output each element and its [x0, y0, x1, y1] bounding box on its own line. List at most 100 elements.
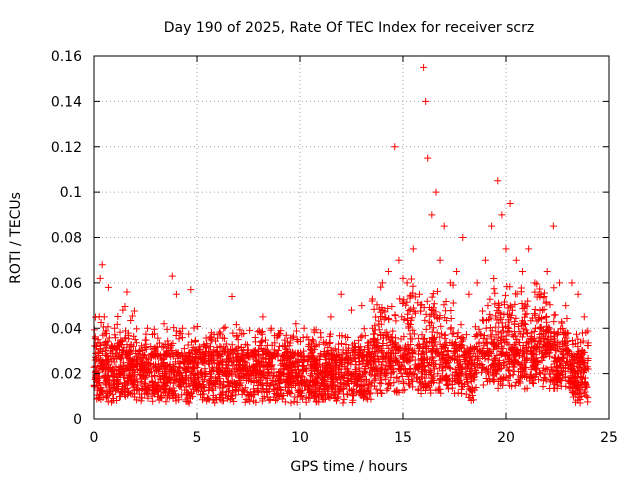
data-point: [519, 330, 527, 338]
x-axis-title: GPS time / hours: [290, 459, 407, 475]
data-point: [500, 300, 508, 308]
data-point: [409, 282, 417, 290]
data-point: [98, 261, 106, 269]
data-point: [422, 325, 430, 333]
data-point: [185, 399, 193, 407]
data-point: [496, 348, 504, 356]
data-point: [223, 388, 231, 396]
data-point: [421, 374, 429, 382]
data-point: [181, 386, 189, 394]
data-point: [522, 356, 530, 364]
data-point: [130, 307, 138, 315]
data-point: [510, 353, 518, 361]
data-point: [185, 330, 193, 338]
data-point: [335, 353, 343, 361]
data-point: [543, 268, 551, 276]
data-point: [444, 385, 452, 393]
x-tick-label: 15: [394, 430, 412, 446]
data-point: [491, 367, 499, 375]
data-point: [168, 366, 176, 374]
data-point: [138, 342, 146, 350]
data-point: [415, 334, 423, 342]
data-point: [530, 355, 538, 363]
data-point: [459, 234, 467, 241]
data-point: [192, 358, 200, 366]
data-point: [187, 286, 195, 294]
data-point: [118, 389, 126, 397]
data-point: [409, 349, 417, 357]
data-point: [482, 324, 490, 332]
data-point: [553, 374, 561, 382]
data-point: [470, 345, 478, 353]
data-point: [292, 320, 300, 328]
data-point: [398, 362, 406, 370]
y-tick-label: 0.12: [51, 140, 82, 156]
data-point: [322, 339, 330, 347]
data-point: [274, 352, 282, 360]
data-point: [313, 397, 321, 405]
y-tick-label: 0.16: [51, 49, 82, 65]
data-point: [325, 350, 333, 358]
data-point: [355, 373, 363, 381]
data-point: [540, 293, 548, 301]
data-point: [444, 374, 452, 382]
data-point: [251, 333, 259, 341]
data-point: [410, 307, 418, 315]
data-point: [128, 361, 136, 369]
data-point: [163, 361, 171, 369]
data-point: [508, 306, 516, 314]
data-point: [123, 288, 131, 296]
data-point: [486, 348, 494, 356]
data-point: [351, 355, 359, 363]
data-point: [258, 328, 266, 336]
data-point: [320, 380, 328, 388]
data-point: [307, 363, 315, 371]
data-point: [172, 327, 180, 335]
data-point: [383, 369, 391, 377]
data-point: [453, 268, 461, 276]
data-point: [352, 367, 360, 375]
data-point: [475, 338, 483, 346]
data-point: [265, 396, 273, 404]
data-point: [178, 334, 186, 342]
data-point: [114, 339, 122, 347]
data-point: [355, 364, 363, 372]
data-point: [271, 339, 279, 347]
data-point: [127, 317, 135, 325]
data-point: [144, 324, 152, 332]
data-point: [336, 373, 344, 381]
data-point: [393, 358, 401, 366]
data-point: [555, 355, 563, 363]
data-point: [441, 331, 449, 339]
data-point: [582, 381, 590, 389]
data-point: [426, 322, 434, 330]
data-point: [175, 378, 183, 386]
data-point: [475, 325, 483, 333]
data-point: [388, 303, 396, 311]
data-point: [286, 371, 294, 379]
data-point: [493, 307, 501, 315]
data-point: [91, 333, 99, 341]
data-point: [191, 346, 199, 354]
data-point: [518, 317, 526, 325]
data-point: [282, 377, 290, 385]
data-point: [422, 97, 430, 105]
data-point: [516, 339, 524, 347]
data-point: [258, 397, 266, 405]
data-point: [163, 367, 171, 375]
data-point: [408, 376, 416, 384]
data-point: [582, 329, 590, 337]
data-point: [156, 351, 164, 359]
data-point: [267, 326, 275, 334]
data-point: [194, 354, 202, 362]
data-point: [328, 385, 336, 393]
data-point: [506, 199, 514, 207]
data-point: [433, 329, 441, 337]
data-point: [479, 381, 487, 389]
data-point: [414, 350, 422, 358]
data-point: [474, 353, 482, 361]
data-point: [455, 353, 463, 361]
data-point: [501, 291, 509, 299]
data-point: [236, 326, 244, 334]
data-point: [309, 379, 317, 387]
